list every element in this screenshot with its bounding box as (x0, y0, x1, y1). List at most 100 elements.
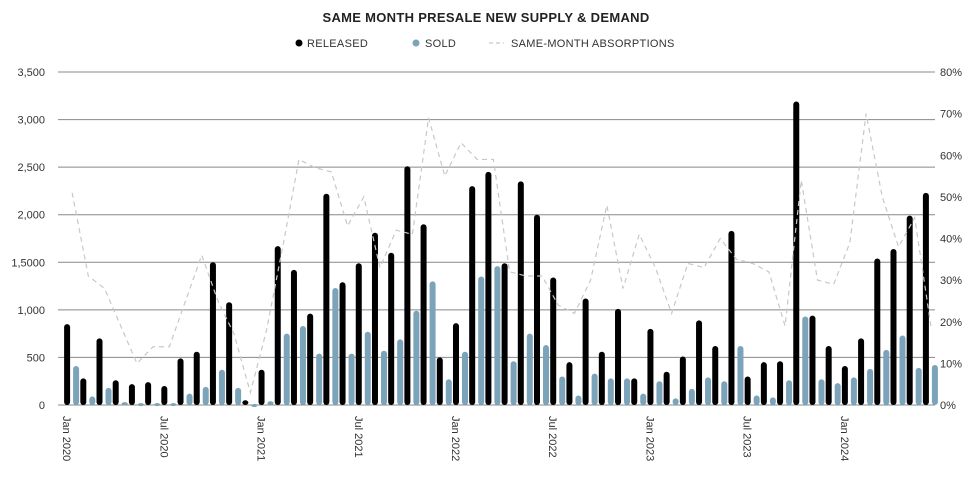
sold-bar (413, 310, 420, 405)
sold-bar (218, 369, 225, 405)
sold-bar (559, 376, 566, 405)
sold-bar (526, 333, 533, 405)
released-bar (339, 282, 346, 405)
released-bar (874, 258, 881, 405)
sold-bar (494, 266, 501, 405)
sold-bar (299, 326, 306, 405)
released-bar (582, 298, 589, 405)
released-bar (420, 224, 427, 405)
chart-title: SAME MONTH PRESALE NEW SUPPLY & DEMAND (322, 10, 649, 25)
y2-tick-label: 20% (940, 317, 962, 329)
y-axis-right: 0% 10% 20% 30% 40% 50% 60% 70% 80% (940, 67, 962, 412)
released-bar (128, 384, 135, 405)
sold-bar (931, 365, 938, 405)
y-tick-label: 1,5000 (11, 257, 45, 269)
sold-bar (186, 393, 193, 405)
sold-bar (786, 380, 793, 405)
sold-bar (915, 367, 922, 405)
released-bar (145, 382, 152, 405)
y2-tick-label: 80% (940, 67, 962, 79)
released-bar (728, 230, 735, 405)
sold-bar (688, 388, 695, 405)
released-bar (517, 181, 524, 405)
sold-bar (461, 351, 468, 405)
x-tick-label: Jan 2021 (255, 416, 267, 461)
x-tick-label: Jul 2023 (741, 416, 753, 458)
sold-bar (316, 353, 323, 405)
released-bar (922, 192, 929, 405)
sold-bar (607, 378, 614, 405)
released-bar (161, 385, 168, 405)
released-bar (534, 214, 541, 405)
sold-bar (769, 397, 776, 405)
sold-bar (591, 373, 598, 405)
sold-bar (397, 339, 404, 405)
released-bar (371, 232, 378, 405)
released-bar (631, 378, 638, 405)
sold-bar (202, 386, 209, 405)
legend-sold-label: SOLD (425, 38, 456, 50)
released-bar (744, 376, 751, 405)
released-bar (550, 277, 557, 405)
released-bar (793, 101, 800, 405)
y2-tick-label: 10% (940, 358, 962, 370)
released-bar (64, 324, 71, 405)
x-tick-label: Jan 2024 (838, 416, 850, 461)
sold-bar (348, 353, 355, 405)
released-bar (388, 252, 395, 405)
released-bar (712, 346, 719, 405)
released-bar (890, 248, 897, 405)
legend-absorption-label: SAME-MONTH ABSORPTIONS (511, 38, 675, 50)
sold-bar (121, 402, 128, 406)
released-bar (96, 338, 103, 405)
x-axis: Jan 2020 Jul 2020 Jan 2021 Jul 2021 Jan 2022… (60, 416, 850, 461)
y2-tick-label: 0% (940, 400, 956, 412)
released-bar (274, 246, 281, 405)
sold-bar (543, 345, 550, 405)
released-bar (307, 313, 314, 405)
released-bar (841, 365, 848, 405)
sold-bar (850, 377, 857, 405)
y2-tick-label: 40% (940, 234, 962, 246)
sold-bar (510, 361, 517, 405)
sold-bar (429, 281, 436, 405)
sold-bar (899, 335, 906, 405)
released-bar (777, 361, 784, 405)
sold-bar (89, 396, 96, 405)
sold-bar (445, 379, 452, 405)
y-tick-label: 1,000 (17, 305, 45, 317)
released-bar (598, 351, 605, 405)
released-bar (258, 369, 265, 405)
y-tick-label: 2,000 (17, 210, 45, 222)
sold-bar (737, 346, 744, 405)
sold-bar (834, 383, 841, 405)
released-bar (452, 323, 459, 405)
y-tick-label: 500 (27, 352, 45, 364)
sold-bar (154, 403, 161, 407)
released-bar (112, 380, 119, 405)
absorption-line (71, 113, 932, 395)
sold-bar (364, 331, 371, 405)
sold-bar (883, 349, 890, 405)
y-tick-label: 3,000 (17, 115, 45, 127)
released-bar (323, 193, 330, 405)
legend-sold-marker (412, 39, 420, 47)
released-bar (209, 262, 216, 405)
sold-bar (575, 395, 582, 405)
sold-bar (105, 387, 112, 405)
sold-bar (705, 377, 712, 405)
y2-tick-label: 50% (940, 192, 962, 204)
sold-bar (753, 395, 760, 405)
sold-bar (137, 403, 144, 407)
absorption-series-line (71, 113, 932, 395)
released-bar (242, 400, 249, 405)
sold-bar (73, 365, 80, 405)
released-bar (80, 378, 87, 405)
sold-bar (721, 381, 728, 405)
released-bar (809, 315, 816, 405)
sold-bar (624, 378, 631, 405)
released-bar (906, 215, 913, 405)
released-bar (566, 362, 573, 405)
sold-bar (818, 379, 825, 405)
